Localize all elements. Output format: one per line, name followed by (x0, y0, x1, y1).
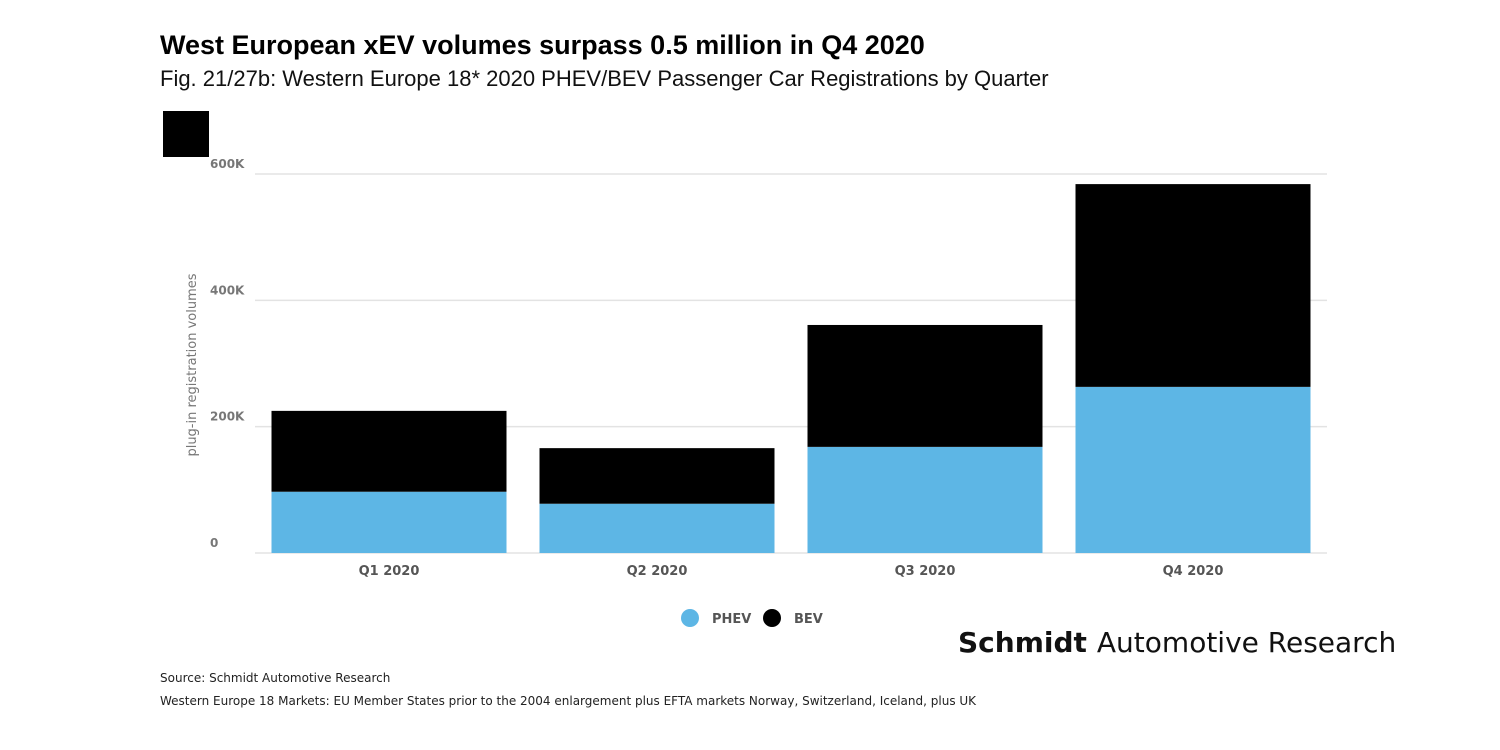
legend-marker-phev (681, 609, 699, 627)
bar-phev (1075, 386, 1311, 553)
bar-phev (807, 446, 1043, 553)
bar-bev (807, 324, 1043, 447)
legend-marker-bev (763, 609, 781, 627)
chart-title: West European xEV volumes surpass 0.5 mi… (160, 30, 925, 60)
x-tick-label: Q1 2020 (359, 564, 420, 579)
brand-logo: Schmidt Automotive Research (958, 626, 1396, 659)
bar-phev (271, 491, 507, 553)
bar-bev (539, 448, 775, 504)
bar-bev (271, 410, 507, 492)
redacted-logo (163, 111, 209, 157)
x-tick-label: Q3 2020 (895, 564, 956, 579)
y-tick-label: 600K (210, 157, 245, 171)
brand-bold: Schmidt (958, 626, 1087, 659)
legend-label: PHEV (712, 612, 751, 627)
legend-label: BEV (794, 612, 823, 627)
x-tick-label: Q4 2020 (1163, 564, 1224, 579)
markets-note: Western Europe 18 Markets: EU Member Sta… (160, 694, 977, 708)
chart-subtitle: Fig. 21/27b: Western Europe 18* 2020 PHE… (160, 66, 1049, 91)
y-tick-label: 0 (210, 536, 218, 550)
brand-rest: Automotive Research (1096, 626, 1397, 659)
bar-bev (1075, 184, 1311, 387)
bar-phev (539, 503, 775, 553)
x-tick-label: Q2 2020 (627, 564, 688, 579)
y-tick-label: 400K (210, 283, 245, 297)
y-axis-label: plug-in registration volumes (185, 273, 200, 456)
y-tick-label: 200K (210, 410, 245, 424)
source-note: Source: Schmidt Automotive Research (160, 671, 391, 685)
